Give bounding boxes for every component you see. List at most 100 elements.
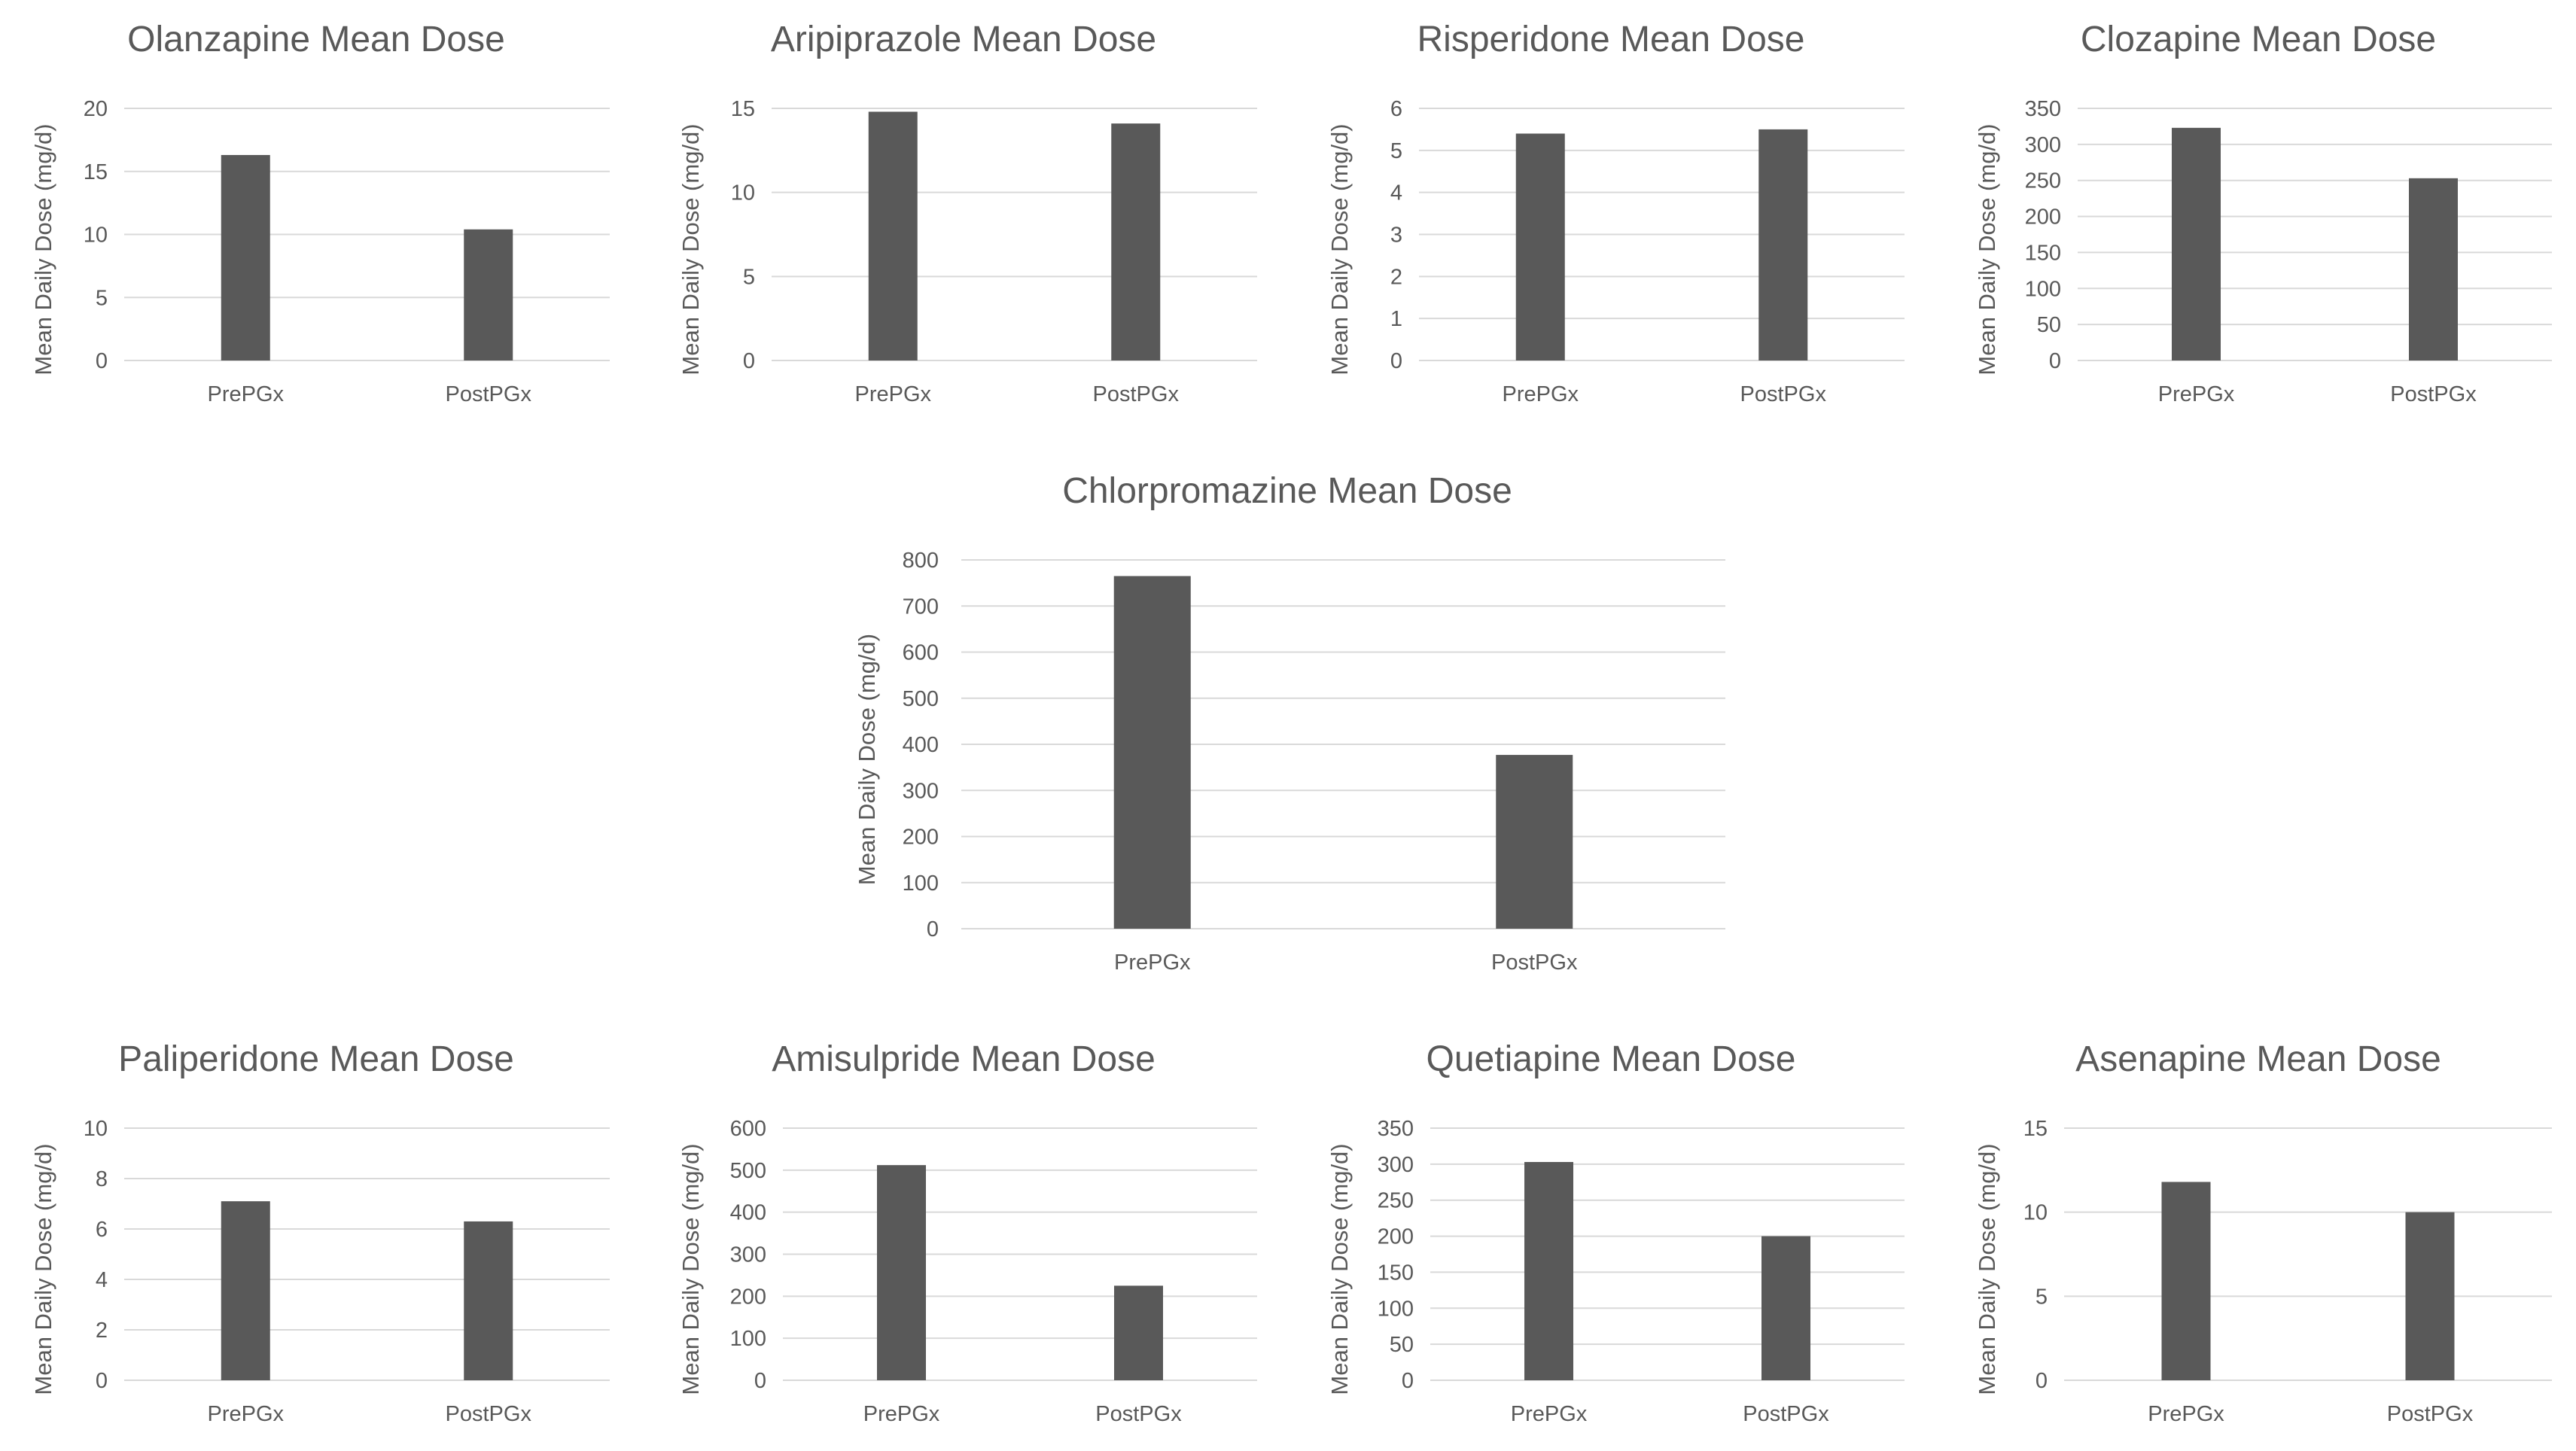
y-tick-label: 250 bbox=[2025, 169, 2061, 193]
bar bbox=[221, 154, 270, 360]
chart-title: Risperidone Mean Dose bbox=[1417, 20, 1805, 59]
bar bbox=[868, 111, 918, 360]
y-tick-label: 200 bbox=[730, 1285, 766, 1309]
bar bbox=[2405, 1212, 2455, 1380]
y-axis-title: Mean Daily Dose (mg/d) bbox=[1326, 1143, 1353, 1395]
y-tick-label: 0 bbox=[1402, 1369, 1414, 1393]
y-tick-label: 3 bbox=[1390, 224, 1402, 248]
bar bbox=[2161, 1182, 2211, 1380]
y-tick-label: 15 bbox=[731, 97, 755, 121]
bar-chart: Paliperidone Mean Dose 0 2 4 6 8 10 PrePGx PostP… bbox=[30, 1039, 610, 1426]
y-axis-title: Mean Daily Dose (mg/d) bbox=[1974, 1143, 2000, 1395]
bar bbox=[1758, 129, 1808, 360]
x-tick-label: PrePGx bbox=[1511, 1402, 1588, 1426]
y-tick-label: 10 bbox=[2023, 1201, 2048, 1225]
y-axis-title: Mean Daily Dose (mg/d) bbox=[854, 634, 880, 885]
chart-title: Paliperidone Mean Dose bbox=[118, 1039, 514, 1079]
y-tick-label: 300 bbox=[2025, 133, 2061, 157]
y-tick-label: 100 bbox=[2025, 277, 2061, 301]
y-tick-label: 200 bbox=[903, 826, 939, 850]
x-tick-label: PostPGx bbox=[446, 1402, 532, 1426]
x-tick-label: PrePGx bbox=[1114, 951, 1191, 975]
y-tick-label: 0 bbox=[1390, 349, 1402, 373]
y-tick-label: 0 bbox=[754, 1369, 766, 1393]
y-tick-label: 600 bbox=[903, 641, 939, 665]
y-tick-label: 10 bbox=[84, 1117, 108, 1141]
x-tick-label: PrePGx bbox=[2158, 382, 2235, 406]
x-tick-label: PostPGx bbox=[2387, 1402, 2474, 1426]
x-tick-label: PostPGx bbox=[1093, 382, 1180, 406]
y-tick-label: 0 bbox=[2049, 349, 2061, 373]
x-tick-label: PostPGx bbox=[1740, 382, 1827, 406]
x-tick-label: PostPGx bbox=[2390, 382, 2477, 406]
bar bbox=[1114, 1285, 1163, 1380]
y-tick-label: 150 bbox=[2025, 241, 2061, 265]
bar bbox=[877, 1165, 926, 1380]
x-tick-label: PostPGx bbox=[1743, 1402, 1829, 1426]
y-tick-label: 300 bbox=[730, 1243, 766, 1267]
chart-title: Olanzapine Mean Dose bbox=[127, 20, 505, 59]
y-tick-label: 200 bbox=[1378, 1225, 1414, 1249]
y-tick-label: 0 bbox=[743, 349, 755, 373]
bar bbox=[1515, 133, 1565, 360]
bar-chart: Aripiprazole Mean Dose 0 5 10 15 PrePGx PostPG… bbox=[677, 20, 1257, 406]
bar bbox=[221, 1201, 270, 1380]
bar-chart: Chlorpromazine Mean Dose 0 100 200 300 400 500… bbox=[854, 471, 1725, 975]
x-tick-label: PostPGx bbox=[446, 382, 532, 406]
y-tick-label: 100 bbox=[903, 872, 939, 896]
bar-chart: Olanzapine Mean Dose 0 5 10 15 20 PrePGx PostPG… bbox=[30, 20, 610, 406]
bar bbox=[464, 1221, 513, 1380]
y-tick-label: 6 bbox=[96, 1218, 108, 1242]
bar bbox=[1496, 755, 1573, 929]
y-tick-label: 6 bbox=[1390, 97, 1402, 121]
y-tick-label: 800 bbox=[903, 549, 939, 573]
y-tick-label: 350 bbox=[1378, 1117, 1414, 1141]
y-tick-label: 1 bbox=[1390, 307, 1402, 331]
y-tick-label: 600 bbox=[730, 1117, 766, 1141]
x-tick-label: PostPGx bbox=[1095, 1402, 1182, 1426]
y-tick-label: 5 bbox=[96, 286, 108, 310]
x-tick-label: PrePGx bbox=[207, 382, 284, 406]
y-tick-label: 300 bbox=[903, 779, 939, 803]
y-tick-label: 50 bbox=[2037, 313, 2061, 337]
x-tick-label: PrePGx bbox=[1502, 382, 1579, 406]
y-tick-label: 0 bbox=[96, 1369, 108, 1393]
y-tick-label: 400 bbox=[903, 733, 939, 757]
y-axis-title: Mean Daily Dose (mg/d) bbox=[1974, 123, 2000, 375]
bar bbox=[1524, 1161, 1573, 1380]
y-tick-label: 0 bbox=[2036, 1369, 2048, 1393]
y-tick-label: 5 bbox=[1390, 139, 1402, 163]
y-tick-label: 350 bbox=[2025, 97, 2061, 121]
bar bbox=[2172, 127, 2221, 361]
chart-title: Quetiapine Mean Dose bbox=[1427, 1039, 1796, 1079]
y-tick-label: 100 bbox=[1378, 1297, 1414, 1321]
y-axis-title: Mean Daily Dose (mg/d) bbox=[1326, 123, 1353, 375]
y-tick-label: 4 bbox=[1390, 181, 1402, 205]
y-axis-title: Mean Daily Dose (mg/d) bbox=[30, 123, 56, 375]
y-tick-label: 2 bbox=[1390, 265, 1402, 289]
chart-title: Amisulpride Mean Dose bbox=[772, 1039, 1156, 1079]
y-tick-label: 0 bbox=[96, 349, 108, 373]
y-tick-label: 200 bbox=[2025, 205, 2061, 230]
y-tick-label: 700 bbox=[903, 595, 939, 619]
bar-chart: Asenapine Mean Dose 0 5 10 15 PrePGx PostPGx Me… bbox=[1974, 1039, 2552, 1426]
bar-chart: Quetiapine Mean Dose 0 50 100 150 200 250 300 35… bbox=[1326, 1039, 1905, 1426]
y-axis-title: Mean Daily Dose (mg/d) bbox=[30, 1143, 56, 1395]
y-tick-label: 20 bbox=[84, 97, 108, 121]
chart-title: Chlorpromazine Mean Dose bbox=[1062, 471, 1512, 511]
y-tick-label: 4 bbox=[96, 1268, 108, 1292]
y-tick-label: 150 bbox=[1378, 1261, 1414, 1285]
bar bbox=[1111, 123, 1161, 360]
y-tick-label: 250 bbox=[1378, 1189, 1414, 1213]
y-tick-label: 100 bbox=[730, 1327, 766, 1351]
x-tick-label: PrePGx bbox=[207, 1402, 284, 1426]
bar-chart: Amisulpride Mean Dose 0 100 200 300 400 500 600… bbox=[677, 1039, 1257, 1426]
chart-title: Clozapine Mean Dose bbox=[2081, 20, 2436, 59]
bar bbox=[1761, 1236, 1810, 1380]
bar bbox=[2409, 178, 2458, 360]
y-tick-label: 500 bbox=[730, 1159, 766, 1183]
y-axis-title: Mean Daily Dose (mg/d) bbox=[677, 123, 704, 375]
y-tick-label: 15 bbox=[84, 160, 108, 184]
chart-title: Asenapine Mean Dose bbox=[2075, 1039, 2441, 1079]
